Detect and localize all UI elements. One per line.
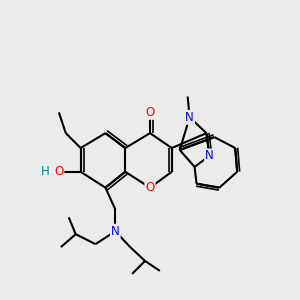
Text: O: O bbox=[146, 106, 154, 119]
Text: O: O bbox=[146, 181, 154, 194]
Text: O: O bbox=[54, 165, 64, 178]
Text: N: N bbox=[205, 149, 214, 162]
Text: N: N bbox=[111, 225, 120, 238]
Text: H: H bbox=[40, 165, 50, 178]
Text: N: N bbox=[185, 111, 194, 124]
